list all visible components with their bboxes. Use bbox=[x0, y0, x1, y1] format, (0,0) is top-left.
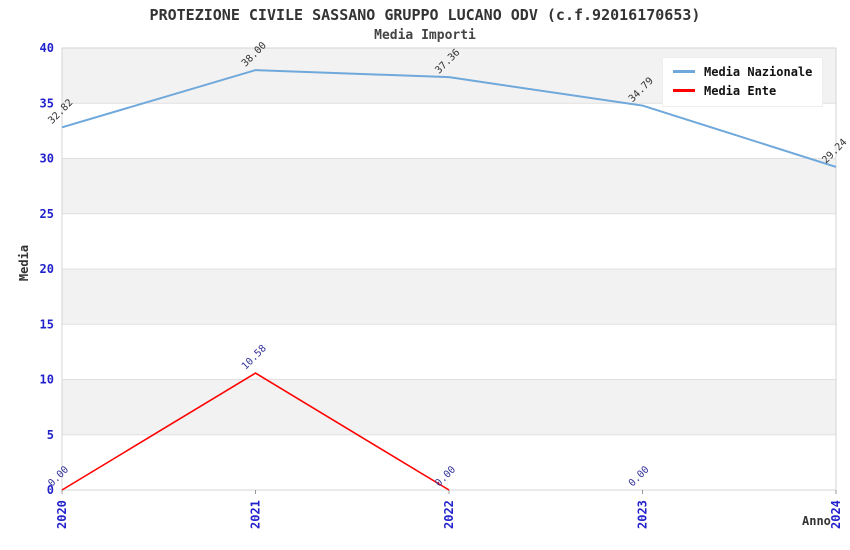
y-tick-label: 30 bbox=[40, 152, 54, 166]
point-label-media-ente: 0.00 bbox=[433, 464, 458, 489]
y-tick-label: 35 bbox=[40, 96, 54, 110]
x-tick-label: 2023 bbox=[636, 500, 650, 529]
plot-band bbox=[62, 269, 836, 325]
point-label-media-ente: 0.00 bbox=[46, 464, 71, 489]
legend: Media Nazionale Media Ente bbox=[662, 57, 824, 107]
x-tick-label: 2020 bbox=[55, 500, 69, 529]
plot-band bbox=[62, 158, 836, 214]
legend-label-media-nazionale: Media Nazionale bbox=[704, 64, 813, 79]
y-tick-label: 25 bbox=[40, 207, 54, 221]
media-nazionale-line-swatch bbox=[673, 70, 695, 73]
y-tick-label: 10 bbox=[40, 373, 54, 387]
plot-band bbox=[62, 379, 836, 435]
legend-item-media-ente: Media Ente bbox=[673, 81, 812, 100]
chart-subtitle: Media Importi bbox=[374, 28, 476, 43]
y-tick-label: 0 bbox=[47, 483, 54, 497]
x-tick-label: 2022 bbox=[442, 500, 456, 529]
line-media-nazionale bbox=[61, 69, 837, 168]
legend-item-media-nazionale: Media Nazionale bbox=[673, 62, 812, 81]
x-axis-label: Anno bbox=[802, 514, 831, 528]
y-tick-label: 15 bbox=[40, 317, 54, 331]
media-ente-line-swatch bbox=[673, 89, 695, 92]
line-media-ente bbox=[61, 372, 450, 491]
y-tick-label: 5 bbox=[47, 428, 54, 442]
chart-title: PROTEZIONE CIVILE SASSANO GRUPPO LUCANO … bbox=[149, 6, 701, 24]
point-label-media-ente: 10.58 bbox=[240, 343, 269, 372]
y-tick-label: 40 bbox=[40, 41, 54, 55]
y-tick-label: 20 bbox=[40, 262, 54, 276]
x-tick-label: 2021 bbox=[249, 500, 263, 529]
x-tick-label: 2024 bbox=[829, 500, 843, 529]
legend-label-media-ente: Media Ente bbox=[704, 83, 777, 98]
point-label-media-ente: 0.00 bbox=[627, 464, 652, 489]
